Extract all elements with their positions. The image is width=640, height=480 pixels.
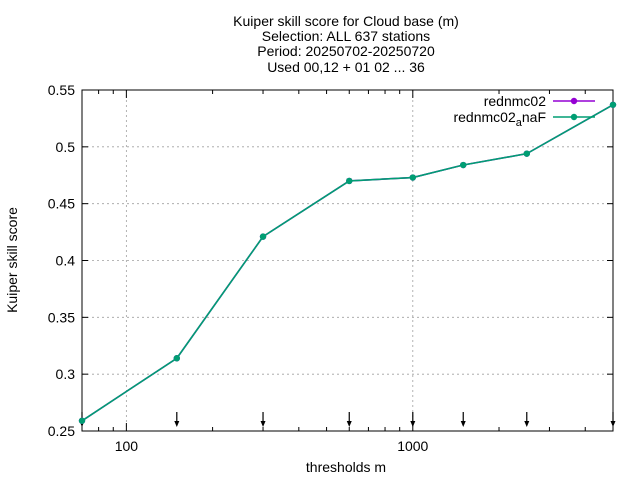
threshold-arrow — [410, 412, 416, 427]
legend-entry-1: rednmc02 — [484, 93, 595, 109]
legend-entry-2: rednmc02anaF — [453, 109, 595, 129]
y-axis-label: Kuiper skill score — [4, 207, 20, 313]
data-point — [259, 233, 267, 240]
threshold-arrow — [610, 412, 616, 427]
data-point — [460, 161, 467, 169]
y-tick-label: 0.35 — [48, 309, 75, 325]
data-point — [609, 101, 617, 108]
threshold-arrow — [460, 412, 466, 427]
legend-label: rednmc02 — [484, 93, 546, 109]
y-tick-label: 0.45 — [48, 196, 75, 212]
threshold-arrow — [260, 412, 266, 427]
series-layer — [78, 101, 617, 424]
legend-swatch-point — [570, 97, 578, 105]
threshold-arrow-head — [524, 421, 530, 427]
subtitle-selection: Selection: ALL 637 stations — [262, 28, 430, 44]
data-point — [173, 355, 181, 362]
grid — [82, 90, 613, 431]
threshold-arrow-head — [174, 421, 180, 427]
y-tick-label: 0.4 — [56, 253, 76, 269]
title-line: Kuiper skill score for Cloud base (m) — [233, 13, 459, 29]
legend-swatch-point — [570, 113, 578, 121]
y-tick-label: 0.3 — [56, 366, 76, 382]
threshold-arrow-head — [410, 421, 416, 427]
series-line — [81, 104, 614, 422]
series-line — [81, 104, 614, 422]
y-tick-label: 0.5 — [56, 139, 76, 155]
threshold-arrow-head — [610, 421, 616, 427]
y-tick-label: 0.25 — [48, 423, 75, 439]
threshold-markers — [79, 412, 616, 427]
data-point — [523, 150, 530, 157]
threshold-arrow-head — [460, 421, 466, 427]
data-point — [409, 174, 416, 181]
subtitle-period: Period: 20250702-20250720 — [257, 43, 435, 59]
legend-label: rednmc02anaF — [453, 109, 546, 129]
subtitle-used: Used 00,12 + 01 02 ... 36 — [267, 59, 425, 75]
y-tick-label: 0.55 — [48, 82, 75, 98]
series-1 — [78, 101, 617, 424]
plot-frame — [81, 89, 614, 432]
threshold-arrow — [174, 412, 180, 427]
threshold-arrow-head — [260, 421, 266, 427]
series-2 — [78, 101, 617, 424]
chart-title: Kuiper skill score for Cloud base (m) Se… — [233, 13, 459, 75]
data-point — [78, 417, 86, 424]
x-tick-label: 100 — [115, 438, 139, 454]
threshold-arrow — [524, 412, 530, 427]
axes: 0.25 0.3 0.35 0.4 0.45 0.5 0.55 100 1000 — [48, 82, 614, 454]
threshold-arrow-head — [346, 421, 352, 427]
data-point — [346, 177, 353, 185]
threshold-arrow — [346, 412, 352, 427]
x-axis-label: thresholds m — [306, 459, 386, 475]
x-tick-label: 1000 — [397, 438, 428, 454]
